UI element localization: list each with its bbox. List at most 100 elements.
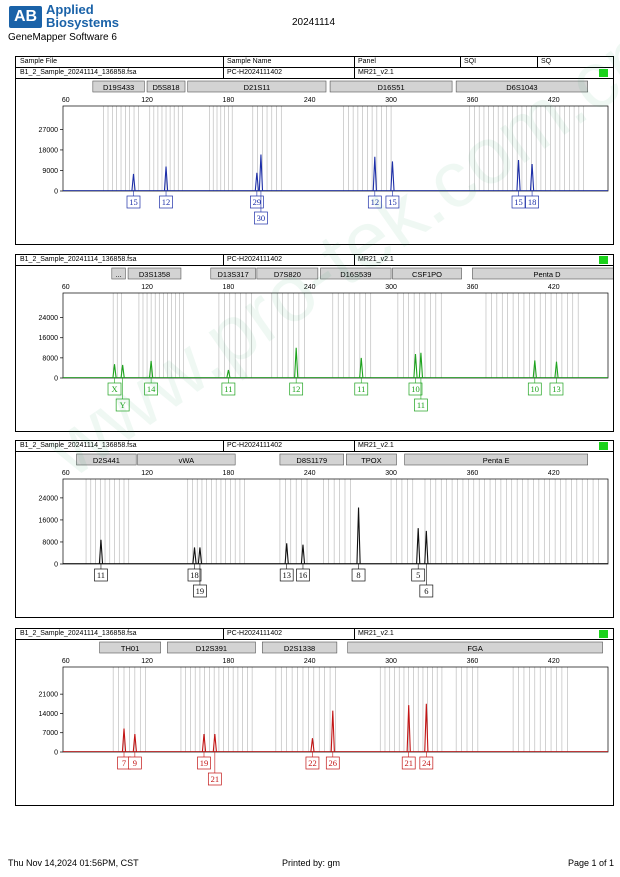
column-divider [223,57,224,67]
column-divider [354,68,355,78]
y-tick-label: 16000 [39,335,59,342]
allele-peak [192,547,197,565]
x-tick-label: 300 [385,470,397,477]
allele-peak [294,347,299,379]
allele-peak [554,361,559,379]
allele-peak [163,166,169,192]
sqi-indicator [599,630,608,638]
allele-peak [112,364,117,379]
marker-box [167,641,256,654]
marker-label: ... [115,270,121,279]
x-tick-label: 360 [467,284,479,291]
allele-label: 11 [224,384,232,394]
column-sample-name: Sample Name [227,58,272,65]
marker-label: D7S820 [274,270,301,279]
x-tick-label: 420 [548,284,560,291]
allele-label: 12 [292,384,301,394]
allele-peak [254,172,260,192]
brand-name: Applied Biosystems [46,3,119,29]
panel-name: MR21_v2.1 [358,69,394,76]
allele-peak [424,703,429,753]
y-tick-label: 0 [54,189,58,196]
marker-label: D3S1358 [139,270,170,279]
y-tick-label: 24000 [39,315,59,322]
marker-label: FGA [467,644,482,653]
y-tick-label: 21000 [39,692,59,699]
allele-label: 9 [133,758,137,768]
x-tick-label: 180 [223,658,235,665]
allele-label: 12 [162,197,171,207]
allele-label: 7 [122,758,126,768]
electropherogram-plot: D2S441 vWA D8S1179 TPOX Penta E60 120 180 240 30… [39,453,609,598]
sample-name: PC-H2024111402 [227,630,283,637]
printed-by: Printed by: gm [282,858,341,868]
allele-peak [284,543,289,565]
allele-label: 19 [196,586,205,596]
marker-box [329,80,453,93]
allele-label: 29 [253,197,262,207]
allele-label: 10 [531,384,540,394]
electropherogram-panel: B1_2_Sample_20241114_136858.fsa PC-H20241… [15,628,614,806]
allele-label: X [111,384,117,394]
panel-name: MR21_v2.1 [358,442,394,449]
marker-box [256,267,319,280]
allele-peak [356,507,361,565]
y-tick-label: 9000 [42,168,58,175]
column-divider [354,441,355,451]
panel-name: MR21_v2.1 [358,630,394,637]
software-name: GeneMapper Software 6 [8,32,117,43]
sample-file: B1_2_Sample_20241114_136858.fsa [20,69,137,76]
allele-peak [424,530,429,565]
y-tick-label: 14000 [39,711,59,718]
marker-box [146,80,186,93]
marker-box [127,267,182,280]
electropherogram-panel: B1_2_Sample_20241114_136858.fsa PC-H20241… [15,67,614,245]
sqi-indicator [599,442,608,450]
allele-label: 16 [299,570,308,580]
sample-name: PC-H2024111402 [227,442,283,449]
panel-info-row: B1_2_Sample_20241114_136858.fsa PC-H20241… [16,441,613,452]
electropherogram-panel: B1_2_Sample_20241114_136858.fsa PC-H20241… [15,440,614,618]
x-tick-label: 300 [385,284,397,291]
panel-info-row: B1_2_Sample_20241114_136858.fsa PC-H20241… [16,255,613,266]
allele-peak [258,154,264,192]
allele-label: 11 [97,570,105,580]
y-tick-label: 8000 [42,539,58,546]
marker-box [261,641,338,654]
marker-label: TPOX [361,456,381,465]
marker-label: CSF1PO [412,270,442,279]
plot-frame [62,666,609,753]
marker-box [99,641,161,654]
marker-label: D12S391 [196,644,227,653]
allele-peak [406,705,411,753]
marker-box [92,80,145,93]
allele-peak [300,544,306,565]
x-tick-label: 300 [385,97,397,104]
allele-peak [226,369,231,379]
sample-file: B1_2_Sample_20241114_136858.fsa [20,630,137,637]
x-tick-label: 180 [223,284,235,291]
column-divider [223,68,224,78]
sample-name: PC-H2024111402 [227,256,283,263]
allele-label: 18 [190,570,199,580]
x-tick-label: 120 [141,97,153,104]
allele-label: 21 [404,758,413,768]
y-tick-label: 0 [54,750,58,757]
marker-box [210,267,256,280]
column-divider [537,57,538,67]
allele-label: 6 [424,586,428,596]
x-tick-label: 420 [548,470,560,477]
x-tick-label: 120 [141,470,153,477]
column-divider [354,255,355,265]
marker-box [111,267,126,280]
allele-peak [418,352,424,379]
allele-label: 11 [417,400,425,410]
brand-line-1: Applied [46,2,94,17]
allele-label: 15 [388,197,397,207]
y-tick-label: 27000 [39,127,59,134]
marker-label: vWA [179,456,195,465]
allele-label: 19 [200,758,209,768]
marker-label: D6S1043 [506,83,537,92]
allele-peak [372,156,377,192]
